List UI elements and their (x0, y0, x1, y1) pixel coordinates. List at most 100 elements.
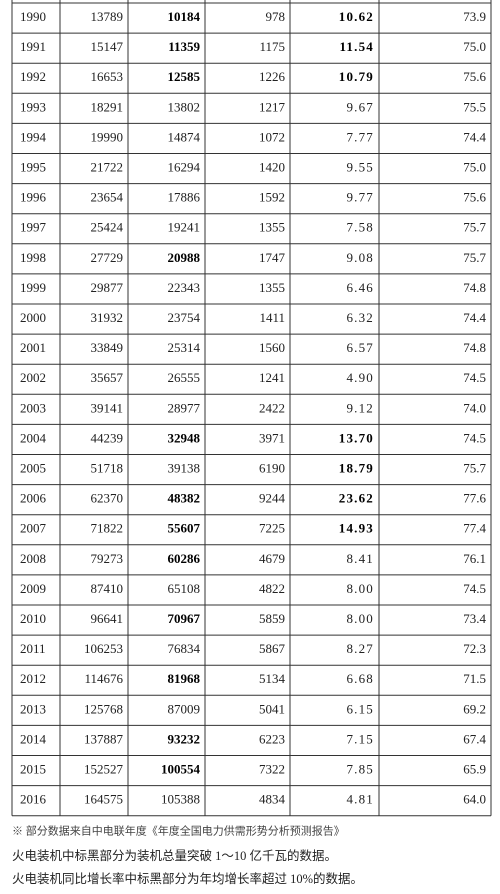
cell: 67.4 (463, 731, 486, 746)
cell: 18.79 (339, 461, 374, 476)
cell: 31932 (91, 310, 124, 325)
cell: 21722 (91, 160, 124, 175)
cell: 1355 (259, 220, 285, 235)
year-cell: 1994 (20, 129, 47, 144)
cell: 74.5 (463, 370, 486, 385)
cell: 4679 (259, 551, 285, 566)
cell: 18291 (91, 99, 124, 114)
cell: 100554 (161, 762, 201, 777)
cell: 28977 (168, 400, 201, 415)
cell: 87410 (91, 581, 124, 596)
cell: 11359 (168, 39, 200, 54)
cell: 25314 (168, 340, 201, 355)
cell: 60286 (168, 551, 201, 566)
year-cell: 2006 (20, 491, 47, 506)
cell: 74.5 (463, 581, 486, 596)
cell: 1355 (259, 280, 285, 295)
cell: 9.08 (346, 250, 374, 265)
cell: 74.0 (463, 400, 486, 415)
cell: 978 (266, 9, 286, 24)
cell: 5041 (259, 701, 285, 716)
cell: 1592 (259, 190, 285, 205)
cell: 96641 (91, 611, 124, 626)
cell: 22343 (168, 280, 201, 295)
cell: 75.7 (463, 461, 486, 476)
cell: 19241 (168, 220, 201, 235)
cell: 4834 (259, 792, 286, 807)
cell: 23654 (91, 190, 124, 205)
cell: 29877 (91, 280, 124, 295)
cell: 16653 (91, 69, 124, 84)
cell: 20988 (168, 250, 201, 265)
cell: 8.41 (346, 551, 374, 566)
cell: 8.00 (346, 611, 374, 626)
cell: 114676 (84, 671, 123, 686)
cell: 7.85 (346, 762, 374, 777)
cell: 27729 (91, 250, 124, 265)
cell: 11.54 (339, 39, 374, 54)
cell: 6.57 (346, 340, 374, 355)
cell: 7.15 (346, 731, 374, 746)
year-cell: 1995 (20, 160, 46, 175)
cell: 10.79 (339, 69, 374, 84)
cell: 17886 (168, 190, 201, 205)
year-cell: 2014 (20, 731, 47, 746)
cell: 76.1 (463, 551, 486, 566)
cell: 73.4 (463, 611, 486, 626)
cell: 75.7 (463, 220, 486, 235)
cell: 62370 (91, 491, 124, 506)
cell: 65108 (168, 581, 201, 596)
cell: 6.15 (346, 701, 374, 716)
cell: 1175 (259, 39, 285, 54)
cell: 9.67 (346, 99, 374, 114)
cell: 4.81 (346, 792, 374, 807)
cell: 7.77 (346, 129, 374, 144)
year-cell: 1997 (20, 220, 47, 235)
cell: 74.8 (463, 340, 486, 355)
note: 火电装机中标黑部分为装机总量突破 1～10 亿千瓦的数据。 (12, 848, 337, 863)
cell: 13.70 (339, 430, 374, 445)
year-cell: 1996 (20, 190, 47, 205)
year-cell: 2002 (20, 370, 46, 385)
cell: 9244 (259, 491, 286, 506)
cell: 33849 (91, 340, 124, 355)
cell: 1560 (259, 340, 285, 355)
cell: 35657 (91, 370, 124, 385)
cell: 6190 (259, 461, 285, 476)
cell: 87009 (168, 701, 201, 716)
cell: 10184 (168, 9, 201, 24)
cell: 4.90 (346, 370, 374, 385)
cell: 75.5 (463, 99, 486, 114)
cell: 71822 (91, 521, 124, 536)
cell: 12585 (168, 69, 201, 84)
cell: 164575 (84, 792, 123, 807)
cell: 7322 (259, 762, 285, 777)
cell: 4822 (259, 581, 285, 596)
cell: 6223 (259, 731, 285, 746)
year-cell: 2001 (20, 340, 46, 355)
cell: 77.6 (463, 491, 486, 506)
cell: 13802 (168, 99, 201, 114)
year-cell: 1992 (20, 69, 46, 84)
table: 1990 13789 10184 978 10.62 73.9 1991 15147 11359… (11, 0, 492, 817)
cell: 75.0 (463, 39, 486, 54)
year-cell: 2005 (20, 461, 46, 476)
cell: 39138 (168, 461, 201, 476)
cell: 73.9 (463, 9, 486, 24)
cell: 106253 (84, 641, 123, 656)
cell: 13789 (91, 9, 124, 24)
cell: 44239 (91, 430, 124, 445)
cell: 74.4 (463, 310, 486, 325)
cell: 5867 (259, 641, 286, 656)
cell: 5134 (259, 671, 286, 686)
cell: 1747 (259, 250, 286, 265)
cell: 81968 (168, 671, 201, 686)
cell: 16294 (168, 160, 201, 175)
cell: 71.5 (463, 671, 486, 686)
cell: 75.7 (463, 250, 486, 265)
cell: 51718 (91, 461, 124, 476)
cell: 9.55 (346, 160, 374, 175)
cell: 19990 (91, 129, 124, 144)
cell: 72.3 (463, 641, 486, 656)
